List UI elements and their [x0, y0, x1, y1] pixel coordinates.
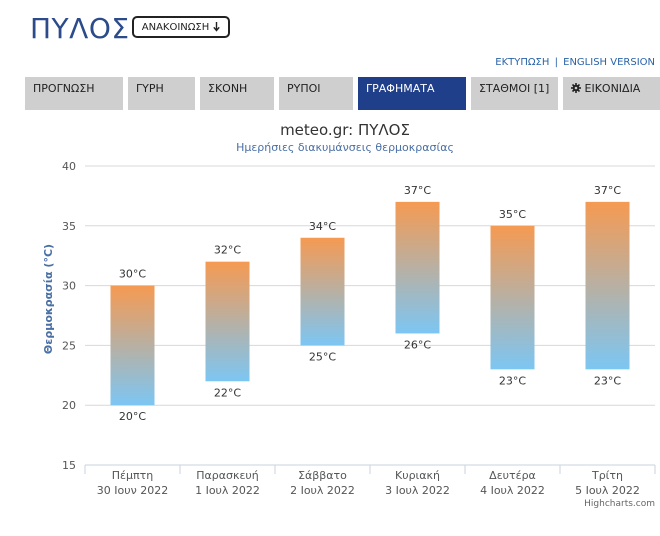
x-category-date: 4 Ιουλ 2022: [480, 484, 545, 497]
temperature-bar: [110, 285, 155, 406]
temperature-range-chart: meteo.gr: ΠΥΛΟΣ Ημερήσιες διακυμάνσεις θ…: [42, 121, 656, 509]
x-category-date: 3 Ιουλ 2022: [385, 484, 450, 497]
low-temp-label: 20°C: [119, 410, 146, 423]
announcement-label: ΑΝΑΚΟΙΝΩΣΗ: [141, 21, 210, 33]
x-category-date: 5 Ιουλ 2022: [575, 484, 640, 497]
tab-label: ΕΙΚΟΝΙΔΙΑ: [584, 82, 641, 95]
x-category-day: Παρασκευή: [196, 469, 259, 482]
temperature-bar: [490, 225, 535, 370]
tab-pollutants[interactable]: ΡΥΠΟΙ: [279, 77, 353, 110]
tab-dust[interactable]: ΣΚΟΝΗ: [200, 77, 274, 110]
tab-label: ΡΥΠΟΙ: [287, 82, 321, 95]
chart-title: meteo.gr: ΠΥΛΟΣ: [280, 121, 410, 139]
temperature-bar: [205, 261, 250, 382]
x-category-day: Δευτέρα: [489, 469, 536, 482]
x-category-day: Κυριακή: [395, 469, 440, 482]
x-category-day: Πέμπτη: [112, 469, 153, 482]
tab-label: ΣΚΟΝΗ: [208, 82, 248, 95]
low-temp-label: 25°C: [309, 350, 336, 363]
low-temp-label: 26°C: [404, 338, 431, 351]
page-title: ΠΥΛΟΣ: [30, 12, 130, 45]
low-temp-label: 23°C: [499, 374, 526, 387]
x-category-date: 1 Ιουλ 2022: [195, 484, 260, 497]
high-temp-label: 34°C: [309, 220, 336, 233]
y-tick-label: 25: [62, 339, 76, 352]
link-separator: |: [554, 57, 558, 68]
temperature-bar: [585, 201, 630, 370]
low-temp-label: 22°C: [214, 386, 241, 399]
y-axis-title: Θερμοκρασία (°C): [42, 244, 55, 354]
tab-forecast[interactable]: ΠΡΟΓΝΩΣΗ: [25, 77, 123, 110]
highcharts-credit[interactable]: Highcharts.com: [584, 499, 655, 509]
tab-label: ΓΥΡΗ: [136, 82, 164, 95]
chart-subtitle: Ημερήσιες διακυμάνσεις θερμοκρασίας: [236, 141, 454, 154]
announcement-button[interactable]: ΑΝΑΚΟΙΝΩΣΗ: [132, 16, 230, 38]
tab-label: ΓΡΑΦΗΜΑΤΑ: [366, 82, 435, 95]
top-links: ΕΚΤΥΠΩΣΗ | ENGLISH VERSION: [495, 57, 655, 68]
x-category-date: 2 Ιουλ 2022: [290, 484, 355, 497]
y-tick-label: 30: [62, 280, 76, 293]
temperature-bar: [395, 201, 440, 334]
y-tick-label: 40: [62, 160, 76, 173]
x-category-date: 30 Ιουν 2022: [97, 484, 168, 497]
tab-label: ΣΤΑΘΜΟΙ [1]: [479, 82, 550, 95]
high-temp-label: 30°C: [119, 268, 146, 281]
tab-stations[interactable]: ΣΤΑΘΜΟΙ [1]: [471, 77, 558, 110]
gear-icon: [571, 83, 581, 93]
sort-arrow-icon: [213, 22, 220, 32]
x-category-day: Τρίτη: [591, 469, 623, 482]
print-link[interactable]: ΕΚΤΥΠΩΣΗ: [495, 57, 550, 68]
high-temp-label: 37°C: [404, 184, 431, 197]
temperature-bar: [300, 237, 345, 346]
tab-label: ΠΡΟΓΝΩΣΗ: [33, 82, 95, 95]
high-temp-label: 32°C: [214, 244, 241, 257]
high-temp-label: 35°C: [499, 208, 526, 221]
low-temp-label: 23°C: [594, 374, 621, 387]
y-tick-label: 35: [62, 220, 76, 233]
tab-pollen[interactable]: ΓΥΡΗ: [128, 77, 195, 110]
english-version-link[interactable]: ENGLISH VERSION: [563, 57, 655, 68]
y-tick-label: 20: [62, 399, 76, 412]
tab-charts[interactable]: ΓΡΑΦΗΜΑΤΑ: [358, 77, 466, 110]
high-temp-label: 37°C: [594, 184, 621, 197]
tab-widgets[interactable]: ΕΙΚΟΝΙΔΙΑ: [563, 77, 660, 110]
y-tick-label: 15: [62, 459, 76, 472]
x-category-day: Σάββατο: [298, 469, 347, 482]
